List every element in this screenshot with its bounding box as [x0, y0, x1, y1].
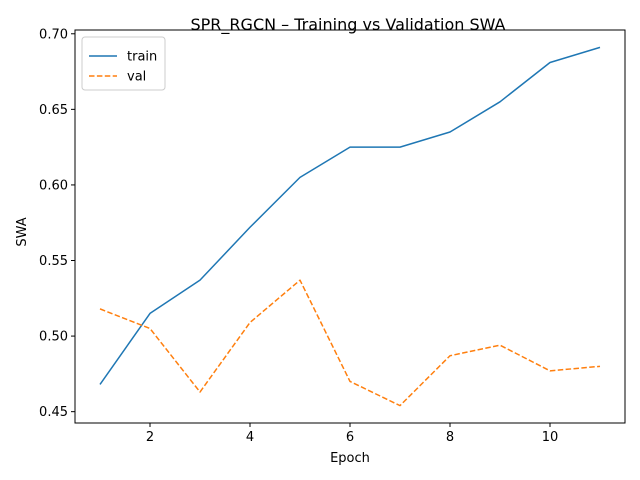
legend-label-val: val — [127, 70, 146, 85]
y-tick-label: 0.70 — [39, 27, 68, 42]
x-tick-label: 10 — [542, 430, 559, 445]
chart-title: SPR_RGCN – Training vs Validation SWA — [191, 15, 506, 35]
legend-box — [81, 36, 166, 91]
x-tick-label: 6 — [346, 430, 354, 445]
y-tick-label: 0.45 — [39, 405, 68, 420]
legend: train val — [81, 36, 166, 91]
series-line-val — [99, 279, 601, 407]
x-axis-label: Epoch — [330, 451, 370, 466]
y-axis-label: SWA — [15, 217, 30, 246]
y-axis: 0.45 0.50 0.55 0.60 0.65 0.70 — [39, 27, 75, 420]
series-line-train — [99, 46, 601, 385]
y-tick-label: 0.60 — [39, 178, 68, 193]
x-axis: 2 4 6 8 10 — [146, 423, 558, 445]
x-tick-label: 4 — [246, 430, 254, 445]
x-tick-label: 2 — [146, 430, 154, 445]
legend-label-train: train — [127, 50, 157, 65]
y-tick-label: 0.50 — [39, 330, 68, 345]
x-tick-label: 8 — [446, 430, 454, 445]
plot-area — [99, 46, 601, 407]
y-tick-label: 0.55 — [39, 254, 68, 269]
y-tick-label: 0.65 — [39, 103, 68, 118]
